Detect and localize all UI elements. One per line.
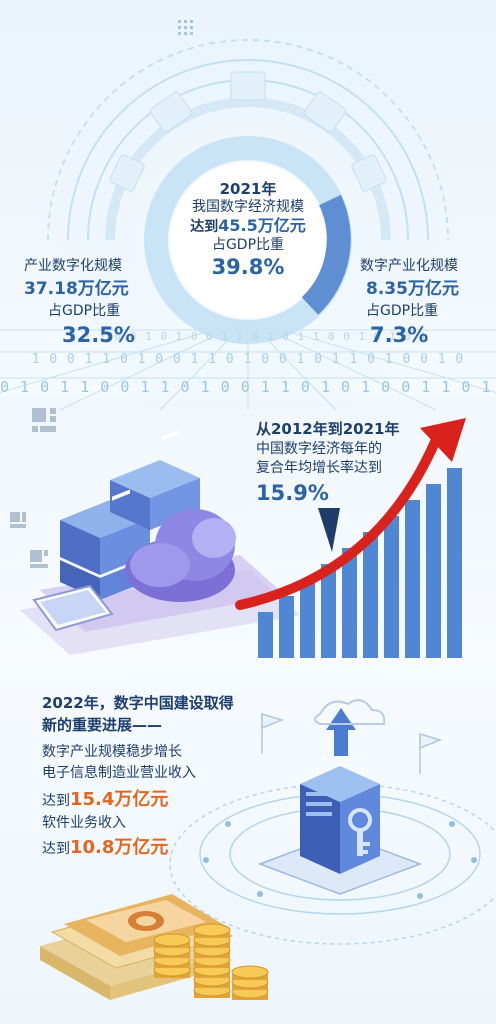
digital-economy-donut-graphic [0,20,496,410]
upload-arrow-icon [326,708,356,756]
growth-bar [405,500,420,658]
growth-bar [279,596,294,658]
growth-bars [258,468,462,658]
center-amount-prefix: 达到 [190,219,219,236]
binary-row: 0 1 1 0 0 1 0 1 0 0 1 1 0 1 0 1 1 0 0 1 … [68,330,428,343]
growth-arrow-head [420,418,466,462]
donut-center-text: 2021年 我国数字经济规模 达到45.5万亿元 占GDP比重 39.8% [170,180,326,281]
growth-bar [300,580,315,658]
bottom-heading-1: 2022年，数字中国建设取得 [42,694,234,712]
center-title: 我国数字经济规模 [192,198,304,215]
growth-headline: 从2012年到2021年 [256,420,400,438]
coin-stack-icon [153,923,269,1000]
growth-rate-callout: 从2012年到2021年 中国数字经济每年的 复合年均增长率达到 15.9% [256,420,426,506]
bottom-line-3: 软件业务收入 [42,815,126,831]
right-ratio-label: 占GDP比重 [366,302,439,319]
bottom-prefix-2: 达到 [42,840,70,857]
growth-bar [426,484,441,658]
bottom-line-2: 电子信息制造业营业收入 [42,765,196,781]
digital-industrialization-stat: 数字产业化规模 8.35万亿元 占GDP比重 7.3% [360,258,490,349]
growth-bar [342,548,357,658]
left-ratio: 32.5% [62,323,135,348]
right-title: 数字产业化规模 [360,258,458,274]
callout-pointer [318,508,340,552]
binary-row: 0 1 0 1 1 0 0 1 1 0 1 0 0 1 1 0 1 0 1 0 … [0,378,496,396]
left-amount: 37.18万亿元 [24,278,129,299]
bottom-line-1: 数字产业规模稳步增长 [42,743,182,760]
center-amount: 45.5万亿元 [218,216,306,236]
cloud-icon [125,509,236,602]
center-ratio-label: 占GDP比重 [211,236,285,253]
industry-digitalization-stat: 产业数字化规模 37.18万亿元 占GDP比重 32.5% [24,258,152,349]
left-ratio-label: 占GDP比重 [48,302,121,319]
key-server-icon [300,766,380,874]
binary-row: 1 0 0 1 1 0 1 0 0 1 1 0 1 0 0 1 0 1 1 0 … [31,352,465,367]
cloud-outline-icon [314,699,386,725]
bottom-heading-2: 新的重要进展—— [42,715,163,734]
growth-line-2: 中国数字经济每年的 [256,440,382,457]
left-title: 产业数字化规模 [24,258,122,274]
growth-chart-graphic [10,408,466,658]
growth-bar [447,468,462,658]
growth-arrow-line [235,425,445,610]
bottom-prefix-1: 达到 [42,792,70,809]
center-year: 2021年 [219,180,277,198]
security-server-graphic [40,699,496,1000]
progress-2022-text: 2022年，数字中国建设取得 新的重要进展—— 数字产业规模稳步增长 电子信息制… [42,694,282,859]
growth-bar [384,516,399,658]
software-revenue: 10.8万亿元 [70,836,169,858]
electronics-revenue: 15.4万亿元 [70,788,169,810]
growth-rate: 15.9% [256,480,329,505]
growth-bar [321,564,336,658]
growth-bar [363,532,378,658]
growth-bar [258,612,273,658]
tablet-icon [32,584,114,632]
money-stack-icon [40,894,234,1000]
right-ratio: 7.3% [370,323,429,348]
center-ratio: 39.8% [211,255,285,280]
growth-line-3: 复合年均增长率达到 [256,460,382,477]
right-amount: 8.35万亿元 [366,278,459,299]
qr-code-icon [10,408,56,568]
